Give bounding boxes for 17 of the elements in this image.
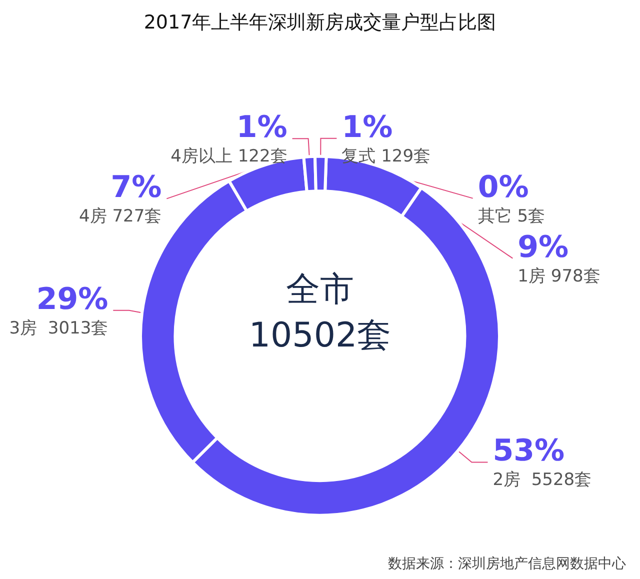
data-label: 1%	[236, 110, 288, 146]
text: 全市 10502套	[248, 269, 392, 356]
category-label: 其它 5套	[478, 206, 546, 226]
text: 0%	[478, 170, 529, 205]
slice-label: 1房 978套	[518, 266, 600, 286]
data-label: 29%	[36, 282, 108, 317]
data-label: 1%	[342, 110, 393, 145]
slice-label: 3房 3013套	[9, 318, 108, 338]
slice-label: 4房以上 122套	[170, 146, 288, 167]
slice-label: 2房 5528套	[492, 470, 592, 490]
source-note: 数据来源：深圳房地产信息网数据中心	[388, 556, 626, 572]
slice-label: 4房 727套	[78, 206, 162, 227]
data-label: 9%	[518, 230, 569, 265]
data-label: 7%	[110, 170, 162, 206]
slice-label: 复式 129套	[342, 146, 431, 166]
chart-title: 2017年上半年深圳新房成交量户型占比图	[144, 12, 496, 34]
data-label: 53%	[492, 434, 565, 469]
